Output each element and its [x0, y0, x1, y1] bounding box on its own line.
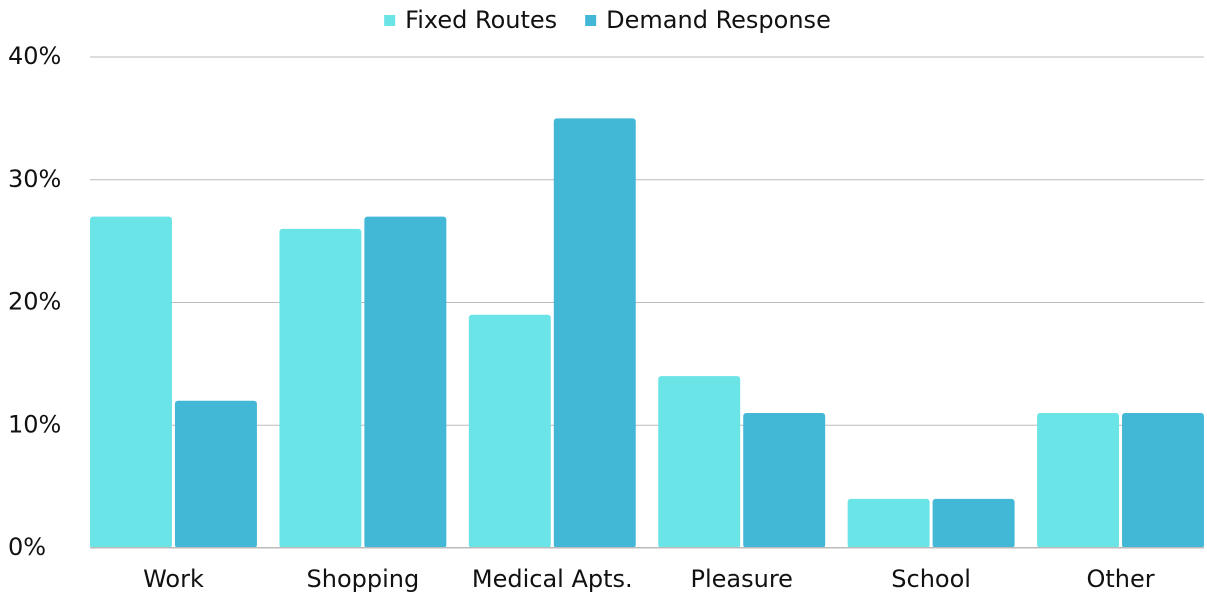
bar — [364, 216, 447, 548]
x-tick-label: Pleasure — [690, 565, 792, 593]
y-tick-label: 10% — [8, 410, 61, 438]
baseline-cover — [90, 547, 1204, 548]
x-tick-label: Other — [1086, 565, 1154, 593]
bar — [658, 376, 741, 548]
x-tick-label: School — [891, 565, 971, 593]
legend-label: Fixed Routes — [405, 6, 557, 34]
x-tick-label: Shopping — [307, 565, 420, 593]
bar — [174, 400, 257, 548]
bar — [1037, 412, 1120, 548]
bar — [847, 498, 930, 548]
bar — [468, 314, 551, 548]
legend-swatch — [384, 15, 396, 26]
bar — [90, 216, 172, 548]
bar — [553, 118, 636, 548]
bar — [932, 498, 1015, 548]
legend-label: Demand Response — [606, 6, 831, 34]
legend-swatch — [585, 15, 597, 26]
y-tick-label: 30% — [8, 165, 61, 193]
bar — [743, 412, 826, 548]
y-tick-label: 40% — [8, 42, 61, 70]
y-tick-label: 20% — [8, 288, 61, 316]
x-tick-label: Medical Apts. — [472, 565, 633, 593]
x-tick-label: Work — [143, 565, 204, 593]
bar — [1122, 412, 1204, 548]
y-tick-label: 0% — [8, 533, 46, 561]
bar — [279, 228, 362, 548]
